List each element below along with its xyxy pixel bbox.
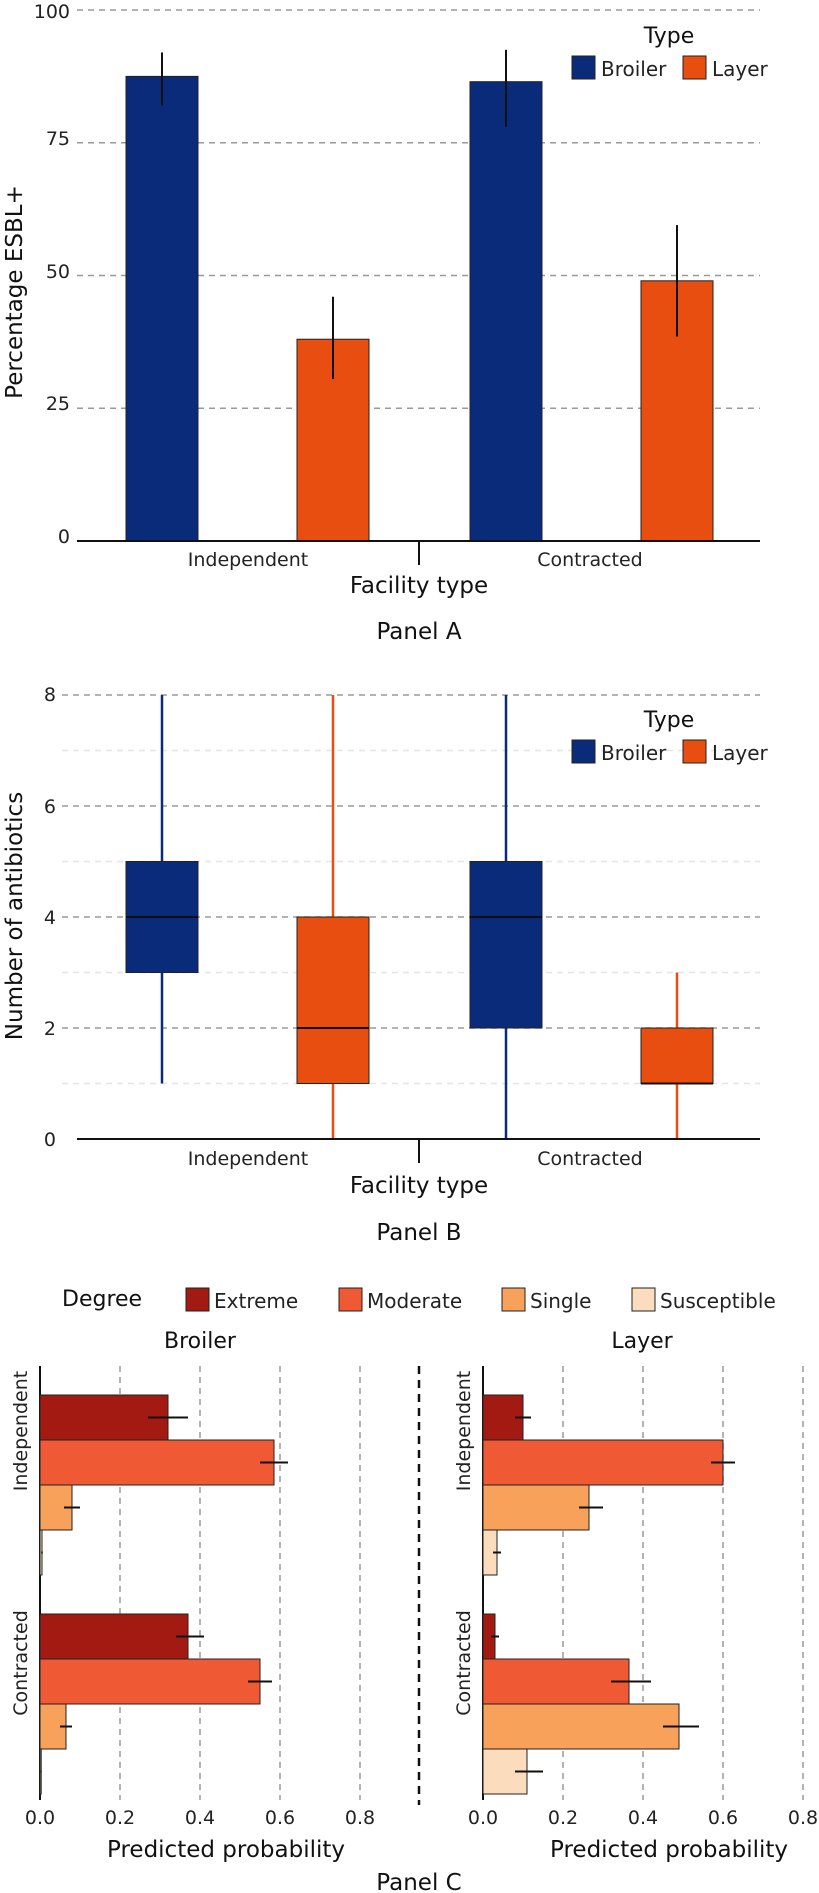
y-tick-label: 0 [58,526,70,548]
facet-broiler [39,1366,361,1800]
bar-single [482,1484,590,1531]
broiler-x-axis-title: Predicted probability [107,1837,345,1863]
panel-b-label: Panel B [376,1220,461,1246]
panel-a-bars [125,75,714,542]
bar-broiler [469,81,543,542]
legend-label-single: Single [530,1289,591,1313]
layer-x-tick-labels: 0.0 0.2 0.4 0.6 0.8 [468,1807,818,1829]
legend-label-broiler: Broiler [601,741,667,765]
panel-b-y-axis-title: Number of antibiotics [2,792,28,1040]
box-layer [296,916,370,1084]
x-tick-label: Independent [188,1148,308,1170]
y-tick-label: 0 [44,1129,56,1151]
y-tick-label: 8 [44,684,56,706]
facet-layer [482,1366,804,1800]
legend-swatch-moderate [338,1287,363,1312]
y-group-label: Contracted [453,1610,475,1715]
legend-swatch-broiler [571,55,596,80]
panel-c-chart: Degree Extreme Moderate Single Susceptib… [10,1287,818,1893]
y-tick-label: 2 [44,1018,56,1040]
facet-title-layer: Layer [611,1329,673,1354]
legend-label-susceptible: Susceptible [660,1289,776,1313]
x-tick-label: Contracted [537,549,642,571]
legend-swatch-layer [682,739,707,764]
y-group-label: Independent [453,1371,475,1491]
legend-swatch-single [501,1287,526,1312]
panel-b-chart: 0 2 4 6 8 Independent Contracted Facilit… [2,684,769,1246]
bar-moderate [39,1658,261,1705]
bar-moderate [482,1658,630,1705]
panel-a-label: Panel A [376,619,461,645]
y-group-label: Independent [10,1371,32,1491]
broiler-x-tick-labels: 0.0 0.2 0.4 0.6 0.8 [25,1807,375,1829]
y-tick-label: 4 [44,907,56,929]
legend-title: Type [643,24,695,49]
x-tick-label: 0.6 [265,1807,295,1829]
legend-title: Degree [62,1287,142,1312]
y-tick-label: 25 [46,393,70,415]
x-tick-label: Contracted [537,1148,642,1170]
panel-a-legend: Type Broiler Layer [571,24,769,81]
panel-c-legend: Degree Extreme Moderate Single Susceptib… [62,1287,776,1313]
y-tick-label: 75 [46,128,70,150]
bar-moderate [482,1439,724,1486]
legend-title: Type [643,708,695,733]
panel-a-error-bars [161,49,678,380]
y-tick-label: 6 [44,796,56,818]
y-tick-label: 100 [34,1,70,23]
x-tick-label: 0.4 [185,1807,215,1829]
bar-extreme [39,1613,189,1660]
bar-moderate [39,1439,275,1486]
y-tick-label: 50 [46,261,70,283]
legend-label-extreme: Extreme [214,1289,298,1313]
x-tick-label: 0.8 [345,1807,375,1829]
layer-x-axis-title: Predicted probability [550,1837,788,1863]
panel-a-y-tick-labels: 0 25 50 75 100 [34,1,70,548]
y-group-label: Contracted [10,1610,32,1715]
panel-a-chart: 0 25 50 75 100 Independent Contracted Fa… [2,1,769,645]
x-tick-label: 0.4 [628,1807,658,1829]
panel-a-x-axis-title: Facility type [350,573,488,599]
x-tick-label: 0.6 [708,1807,738,1829]
bar-broiler [125,75,199,542]
legend-label-moderate: Moderate [367,1289,462,1313]
bar-single [482,1703,680,1750]
x-tick-label: 0.2 [548,1807,578,1829]
panel-b-legend: Type Broiler Layer [571,708,769,765]
facet-title-broiler: Broiler [164,1329,237,1354]
legend-swatch-susceptible [631,1287,656,1312]
panel-b-x-axis-title: Facility type [350,1173,488,1199]
legend-label-layer: Layer [712,741,769,765]
legend-swatch-broiler [571,739,596,764]
x-tick-label: 0.8 [788,1807,818,1829]
panel-c-label: Panel C [376,1870,461,1893]
legend-label-broiler: Broiler [601,57,667,81]
panel-a-y-axis-title: Percentage ESBL+ [2,185,28,399]
legend-swatch-layer [682,55,707,80]
x-tick-label: 0.0 [468,1807,498,1829]
x-tick-label: Independent [188,549,308,571]
box-broiler [469,861,543,1029]
panel-b-y-tick-labels: 0 2 4 6 8 [44,684,56,1151]
x-tick-label: 0.0 [25,1807,55,1829]
legend-swatch-extreme [185,1287,210,1312]
box-layer [640,1027,714,1084]
panel-b-boxes [125,695,714,1139]
x-tick-label: 0.2 [105,1807,135,1829]
legend-label-layer: Layer [712,57,769,81]
